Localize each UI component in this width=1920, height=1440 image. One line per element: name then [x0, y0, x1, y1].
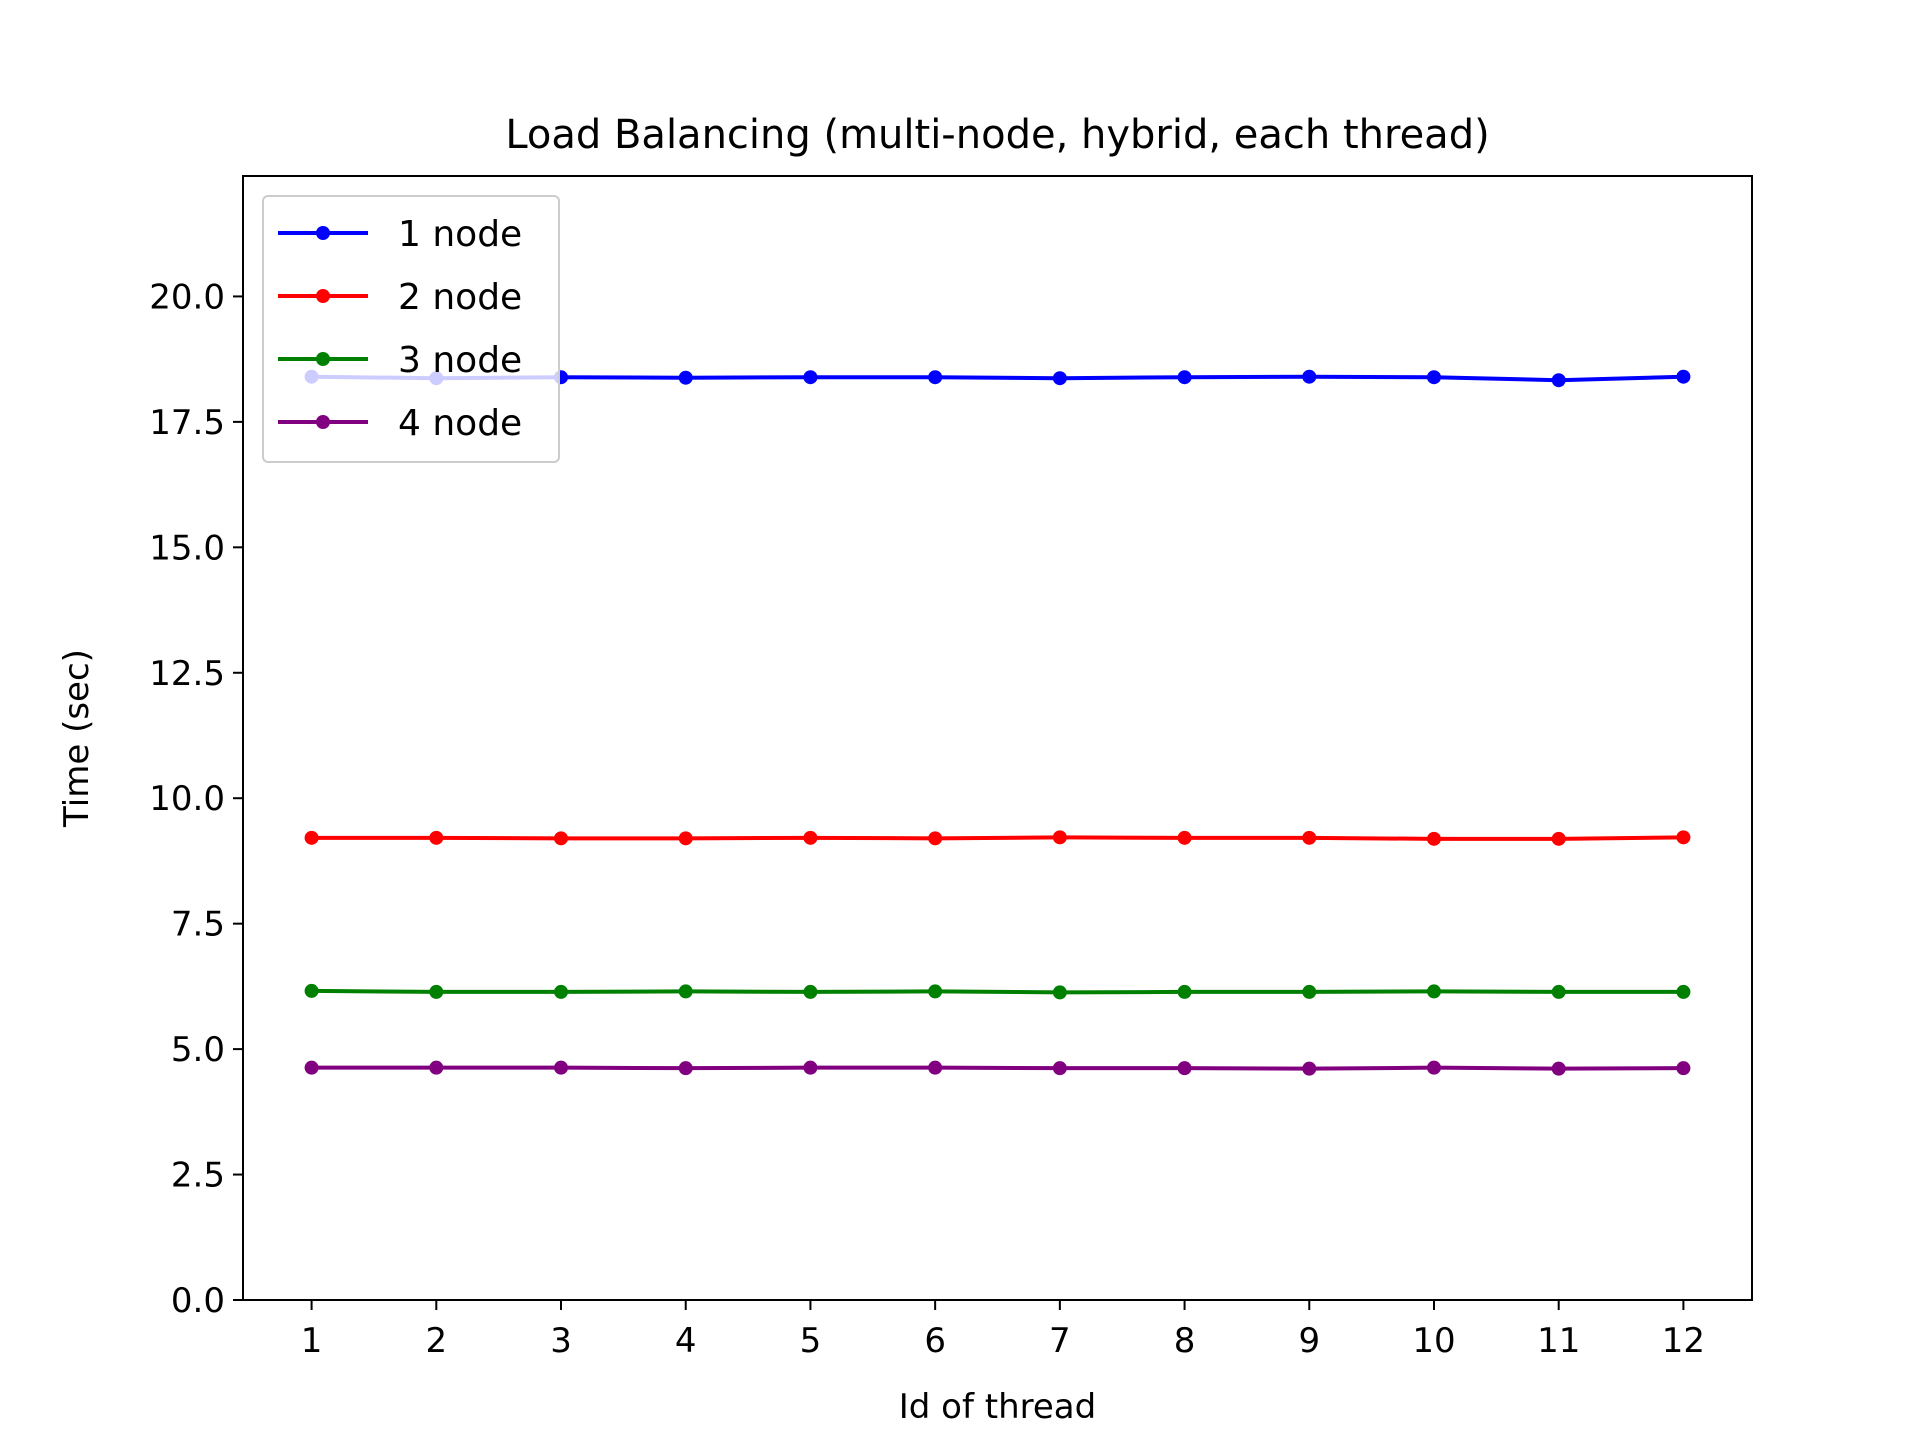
data-point [1551, 373, 1566, 388]
data-point [1302, 369, 1317, 384]
data-point [928, 370, 943, 385]
legend-item-4: 4 node [278, 403, 522, 444]
data-point [429, 830, 444, 845]
data-point [1551, 831, 1566, 846]
legend-label: 2 node [398, 277, 522, 318]
legend-item-3: 3 node [278, 340, 522, 381]
legend-box [262, 195, 560, 463]
data-point [1302, 1061, 1317, 1076]
series-line [311, 988, 1684, 995]
data-point [1426, 1060, 1441, 1075]
legend-label: 4 node [398, 403, 522, 444]
data-point [1302, 984, 1317, 999]
legend-swatch-marker [316, 352, 330, 366]
legend-label: 1 node [398, 214, 522, 255]
data-point [1052, 830, 1067, 845]
y-axis-label: Time (sec) [57, 649, 97, 828]
data-point [429, 984, 444, 999]
y-tick-label: 10.0 [149, 779, 225, 819]
data-point [1676, 984, 1691, 999]
y-tick-label: 7.5 [171, 905, 225, 945]
data-point [1052, 1061, 1067, 1076]
y-tick-label: 12.5 [149, 654, 225, 694]
data-point [1177, 370, 1192, 385]
data-point [803, 1060, 818, 1075]
x-tick-label: 11 [1537, 1321, 1580, 1361]
data-point [1426, 984, 1441, 999]
data-point [304, 830, 319, 845]
data-point [928, 984, 943, 999]
data-point [1052, 985, 1067, 1000]
data-point [928, 831, 943, 846]
data-point [1177, 830, 1192, 845]
legend-swatch-marker [316, 289, 330, 303]
data-point [1302, 830, 1317, 845]
x-tick-label: 12 [1662, 1321, 1705, 1361]
x-tick-label: 4 [675, 1321, 697, 1361]
series-4 [304, 1060, 1691, 1076]
data-point [1551, 1061, 1566, 1076]
x-tick-label: 2 [425, 1321, 447, 1361]
data-point [1426, 370, 1441, 385]
legend-item-1: 1 node [278, 214, 522, 255]
series-line [311, 835, 1684, 841]
x-axis: 1 2 3 4 5 6 7 8 9 10 11 12 [301, 1300, 1705, 1361]
x-tick-label: 10 [1412, 1321, 1455, 1361]
data-point [1177, 1061, 1192, 1076]
data-point [429, 1060, 444, 1075]
data-point [678, 831, 693, 846]
data-point [304, 983, 319, 998]
data-point [1426, 831, 1441, 846]
y-tick-label: 20.0 [149, 277, 225, 317]
series-layer [304, 369, 1691, 1076]
data-point [554, 984, 569, 999]
data-point [554, 831, 569, 846]
data-point [678, 984, 693, 999]
data-point [803, 830, 818, 845]
y-tick-label: 15.0 [149, 528, 225, 568]
x-tick-label: 9 [1298, 1321, 1320, 1361]
legend: 1 node 2 node 3 node 4 node [262, 195, 560, 463]
series-3 [304, 983, 1691, 1000]
y-tick-label: 0.0 [171, 1281, 225, 1321]
data-point [1177, 984, 1192, 999]
x-tick-label: 1 [301, 1321, 323, 1361]
data-point [1676, 830, 1691, 845]
data-point [678, 1061, 693, 1076]
data-point [554, 1060, 569, 1075]
data-point [1676, 369, 1691, 384]
legend-item-2: 2 node [278, 277, 522, 318]
legend-swatch-marker [316, 226, 330, 240]
data-point [1052, 371, 1067, 386]
data-point [1551, 984, 1566, 999]
data-point [803, 370, 818, 385]
data-point [928, 1060, 943, 1075]
legend-swatch-marker [316, 415, 330, 429]
data-point [678, 370, 693, 385]
y-tick-label: 17.5 [149, 403, 225, 443]
x-tick-label: 5 [800, 1321, 822, 1361]
legend-label: 3 node [398, 340, 522, 381]
y-tick-label: 5.0 [171, 1030, 225, 1070]
x-tick-label: 8 [1174, 1321, 1196, 1361]
series-line [311, 1065, 1684, 1071]
y-axis: 0.0 2.5 5.0 7.5 10.0 12.5 15.0 17.5 20.0 [149, 277, 243, 1321]
x-tick-label: 7 [1049, 1321, 1071, 1361]
x-tick-label: 6 [924, 1321, 946, 1361]
x-tick-label: 3 [550, 1321, 572, 1361]
chart-title: Load Balancing (multi-node, hybrid, each… [505, 112, 1489, 158]
series-2 [304, 830, 1691, 846]
y-tick-label: 2.5 [171, 1156, 225, 1196]
data-point [803, 984, 818, 999]
x-axis-label: Id of thread [899, 1387, 1096, 1427]
data-point [1676, 1061, 1691, 1076]
data-point [304, 1060, 319, 1075]
